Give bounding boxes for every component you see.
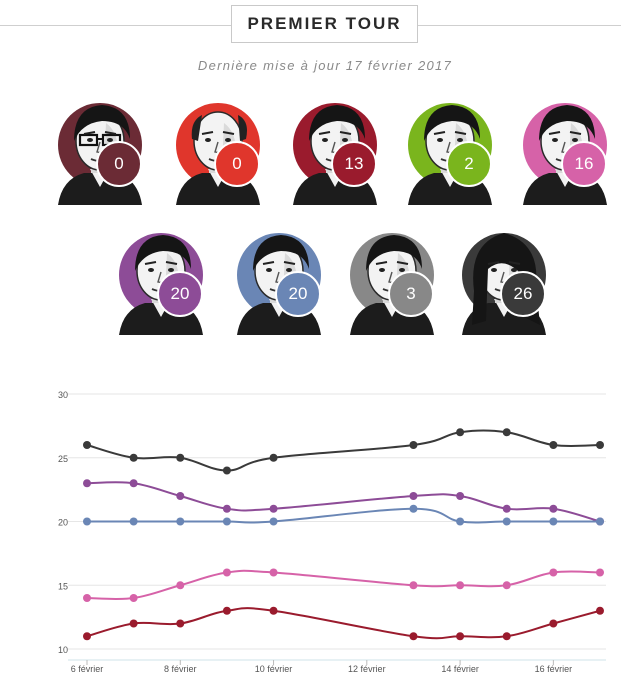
series-4-point: [176, 581, 185, 590]
candidate-4[interactable]: 2: [400, 95, 510, 205]
series-line-3: [86, 507, 600, 524]
series-3-point: [176, 517, 185, 526]
series-2-point: [222, 504, 231, 513]
series-3-point: [83, 517, 91, 526]
series-3-point: [409, 504, 418, 513]
series-2-point: [269, 504, 278, 513]
series-2-point: [83, 479, 91, 488]
y-tick-label: 20: [58, 518, 68, 528]
x-tick-label: 16 février: [535, 664, 573, 674]
series-1-point: [549, 441, 558, 449]
candidate-score-badge: 20: [275, 271, 321, 317]
y-tick-label: 30: [58, 390, 68, 400]
candidate-6[interactable]: 20: [111, 225, 221, 335]
series-2-point: [129, 479, 138, 488]
candidate-score-badge: 16: [561, 141, 607, 187]
series-4-point: [83, 594, 91, 602]
candidate-9[interactable]: 26: [454, 225, 564, 335]
series-1-point: [502, 428, 511, 437]
candidate-score-badge: 2: [446, 141, 492, 187]
y-tick-label: 25: [58, 454, 68, 464]
series-2-point: [176, 492, 185, 500]
series-line-5: [86, 607, 601, 640]
header-rule-left: [0, 25, 231, 26]
page-title: PREMIER TOUR: [231, 5, 418, 43]
series-1-point: [222, 466, 231, 475]
series-3-point: [269, 517, 278, 526]
series-2-point: [502, 504, 511, 513]
series-5-point: [269, 606, 278, 615]
series-5-point: [83, 632, 91, 641]
candidate-score-badge: 0: [96, 141, 142, 187]
series-5-point: [456, 632, 465, 641]
candidate-7[interactable]: 20: [229, 225, 339, 335]
series-1-point: [456, 428, 465, 437]
polling-line-chart: 10 15 20 25 30 6 février 8 février 10 février 12…: [58, 390, 606, 674]
series-4-point: [409, 581, 418, 590]
series-5-point: [596, 606, 604, 615]
series-1-point: [596, 441, 604, 449]
series-3-point: [596, 517, 604, 526]
series-1-point: [176, 453, 185, 462]
series-3-point: [222, 517, 231, 526]
series-2-point: [456, 492, 465, 500]
x-tick-label: 10 février: [255, 664, 293, 674]
last-update-text: Dernière mise à jour 17 février 2017: [197, 58, 453, 73]
series-5-point: [129, 619, 138, 628]
candidate-score-badge: 26: [500, 271, 546, 317]
x-tick-label: 8 février: [164, 664, 197, 674]
series-4-point: [549, 568, 558, 577]
series-4-point: [269, 568, 278, 577]
series-2-point: [549, 504, 558, 513]
series-3-point: [129, 517, 138, 526]
series-5-point: [549, 619, 558, 628]
series-4-point: [222, 568, 231, 577]
x-tick-label: 12 février: [348, 664, 386, 674]
candidate-8[interactable]: 3: [342, 225, 452, 335]
series-line-1: [86, 429, 601, 472]
series-2-point: [409, 492, 418, 500]
series-5-point: [176, 619, 185, 628]
candidate-5[interactable]: 16: [515, 95, 621, 205]
series-1-point: [269, 453, 278, 462]
series-3-point: [549, 517, 558, 526]
candidate-3[interactable]: 13: [285, 95, 395, 205]
header-rule-right: [418, 25, 621, 26]
series-5-point: [409, 632, 418, 641]
series-1-point: [83, 441, 91, 449]
series-line-4: [86, 569, 601, 601]
y-tick-label: 10: [58, 645, 68, 655]
y-tick-label: 15: [58, 581, 68, 591]
series-4-point: [456, 581, 465, 590]
series-4-point: [596, 568, 604, 577]
series-3-point: [456, 517, 465, 526]
series-3-point: [502, 517, 511, 526]
series-4-point: [129, 594, 138, 602]
series-line-2: [86, 481, 601, 523]
x-tick-label: 14 février: [441, 664, 479, 674]
series-1-point: [129, 453, 138, 462]
candidate-score-badge: 13: [331, 141, 377, 187]
candidate-2[interactable]: 0: [168, 95, 278, 205]
x-tick-label: 6 février: [71, 664, 104, 674]
series-4-point: [502, 581, 511, 590]
series-5-point: [502, 632, 511, 641]
candidate-score-badge: 20: [157, 271, 203, 317]
series-5-point: [222, 606, 231, 615]
candidate-score-badge: 3: [388, 271, 434, 317]
series-1-point: [409, 441, 418, 449]
candidate-score-badge: 0: [214, 141, 260, 187]
candidate-1[interactable]: 0: [50, 95, 160, 205]
